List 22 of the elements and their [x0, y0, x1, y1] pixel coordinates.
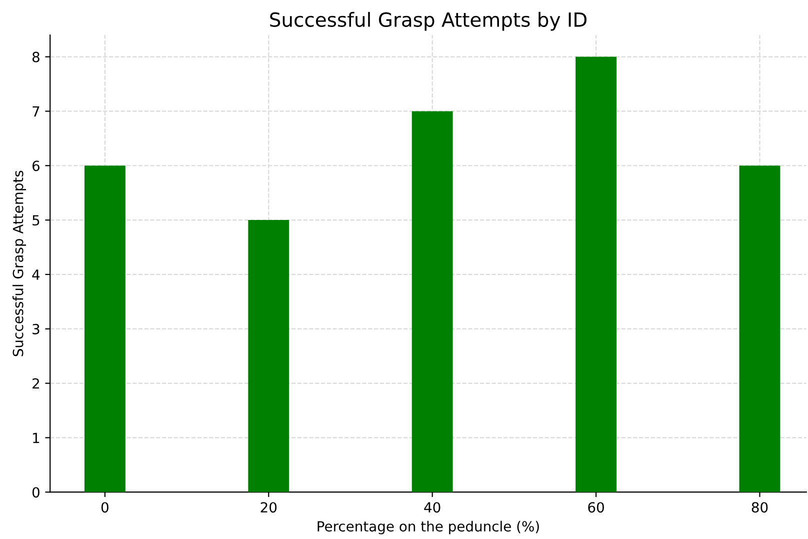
bar: [576, 56, 616, 492]
y-tick-label: 7: [32, 106, 40, 116]
y-tick-label: 6: [32, 160, 40, 172]
x-tick-label: 80: [752, 502, 768, 513]
y-tick-label: 8: [32, 52, 40, 62]
x-tick-label: 40: [424, 502, 440, 513]
bar: [84, 166, 126, 492]
y-tick-label: 2: [32, 378, 39, 389]
y-tick-label: 1: [33, 432, 40, 443]
y-tick-label: 4: [32, 270, 40, 280]
y-tick-label: 3: [32, 324, 40, 334]
bar: [412, 111, 453, 492]
y-axis-title: Successful Grasp Attempts: [12, 170, 26, 356]
bar: [739, 166, 780, 492]
y-tick-label: 5: [32, 215, 40, 226]
bar: [248, 220, 290, 492]
x-axis-title: Percentage on the peduncle (%): [318, 520, 539, 534]
x-tick-label: 0: [101, 502, 108, 513]
y-tick-label: 0: [32, 487, 40, 498]
x-tick-label: 60: [588, 502, 604, 513]
chart-title: Successful Grasp Attempts by ID: [270, 12, 586, 31]
x-tick-label: 20: [260, 502, 277, 513]
